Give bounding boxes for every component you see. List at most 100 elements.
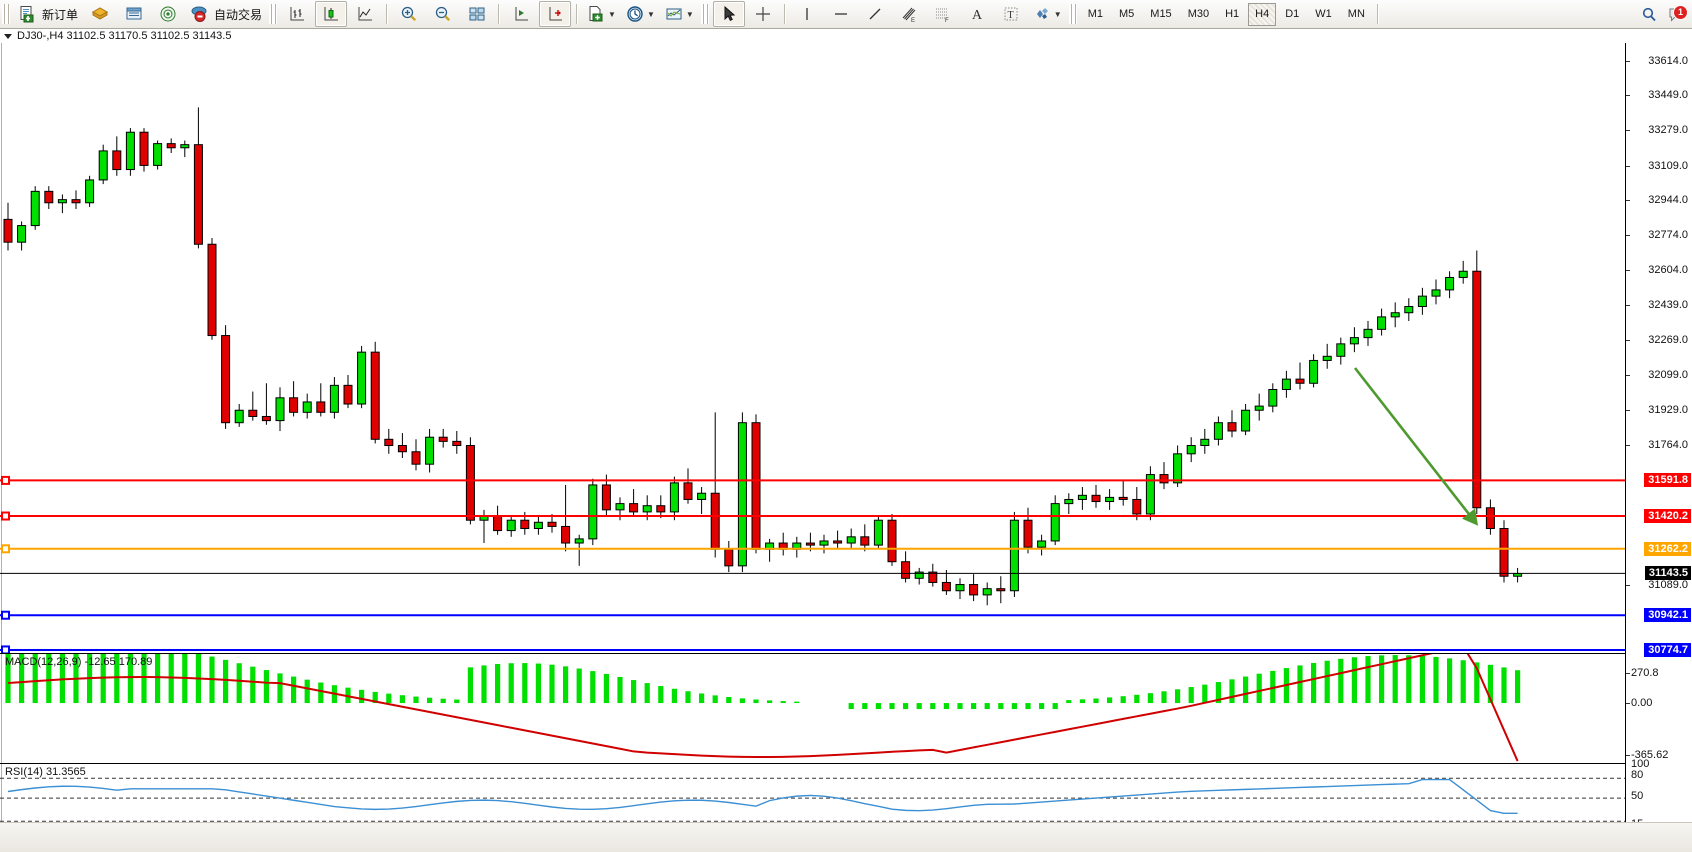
price-tick-label: 31089.0 [1648, 578, 1688, 591]
svg-text:T: T [1007, 10, 1013, 21]
price-tick-label: 33279.0 [1648, 124, 1688, 137]
price-level-tag-current-price[interactable]: 31143.5 [1644, 566, 1691, 581]
timeframe-grip[interactable] [1068, 4, 1077, 24]
price-plot[interactable] [0, 43, 1625, 653]
macd-series [5, 654, 1521, 762]
trendline-button[interactable] [859, 1, 891, 27]
macd-tick [1626, 755, 1630, 757]
templates-button[interactable]: ▼ [583, 1, 620, 27]
rsi-series [0, 777, 1625, 822]
scroll-end-button[interactable] [505, 1, 537, 27]
equidistant-channel-button[interactable]: E [893, 1, 925, 27]
timeframe-m15[interactable]: M15 [1150, 8, 1172, 20]
macd-pane[interactable]: MACD(12,26,9) -12.65 170.89 [0, 653, 1625, 764]
price-tick-label: 33449.0 [1648, 89, 1688, 102]
price-tick-label: 31929.0 [1648, 404, 1688, 417]
bar-chart-button[interactable] [281, 1, 313, 27]
timeframe-d1[interactable]: D1 [1285, 8, 1300, 20]
macd-tick [1626, 702, 1630, 704]
fibonacci-button[interactable]: F [927, 1, 959, 27]
price-level-tag-pivot[interactable]: 31262.2 [1644, 541, 1691, 556]
price-tick [1626, 584, 1630, 586]
chart-window[interactable]: DJ30-,H4 31102.5 31170.5 31102.5 31143.5… [0, 29, 1692, 852]
tile-windows-button[interactable] [461, 1, 493, 27]
shapes-button[interactable]: ▼ [1029, 1, 1066, 27]
chart-tools-grip[interactable] [269, 4, 278, 24]
search-icon[interactable] [1640, 6, 1658, 24]
toolbar-separator-3 [576, 4, 579, 24]
navigator-icon [159, 5, 177, 23]
macd-label: MACD(12,26,9) -12.65 170.89 [5, 656, 153, 668]
vertical-line-button[interactable] [791, 1, 823, 27]
price-tick [1626, 339, 1630, 341]
notification-badge: 1 [1673, 4, 1688, 20]
autotrading-icon [190, 5, 208, 23]
timeframe-m1[interactable]: M1 [1087, 8, 1103, 20]
candlestick-chart-button[interactable] [315, 1, 348, 27]
autotrading-button[interactable]: 自动交易 [186, 1, 266, 27]
timeframe-h4[interactable]: H4 [1248, 2, 1277, 26]
text-label-icon: T [1002, 5, 1020, 23]
draw-tools-grip[interactable] [700, 4, 709, 24]
equidistant-channel-icon: E [900, 5, 918, 23]
toolbar-grip[interactable] [2, 4, 10, 24]
line-chart-button[interactable] [349, 1, 381, 27]
crosshair-icon [754, 5, 772, 23]
indicators-button[interactable]: ▼ [661, 1, 698, 27]
bar-chart-icon [288, 5, 306, 23]
price-level-tag-support[interactable]: 30942.1 [1644, 608, 1691, 623]
symbol-info-bar: DJ30-,H4 31102.5 31170.5 31102.5 31143.5 [0, 29, 231, 43]
rsi-pane[interactable]: RSI(14) 31.3565 [0, 763, 1625, 834]
toolbar-separator-5 [1376, 4, 1379, 24]
toolbar-separator-4 [783, 4, 786, 24]
main-toolbar: 新订单 [0, 0, 1692, 29]
chart-left-border [0, 43, 3, 833]
macd-tick-label: 0.00 [1631, 696, 1653, 709]
period-button[interactable]: ▼ [622, 1, 659, 27]
line-chart-icon [356, 5, 374, 23]
timeframe-m5[interactable]: M5 [1119, 8, 1135, 20]
horizontal-line-button[interactable] [825, 1, 857, 27]
price-tick-label: 31764.0 [1648, 438, 1688, 451]
chart-shift-button[interactable] [539, 1, 572, 27]
text-button[interactable]: A [961, 1, 993, 27]
price-tick [1626, 410, 1630, 412]
cursor-icon [720, 5, 738, 23]
price-level-tag-resistance[interactable]: 31591.8 [1644, 473, 1691, 488]
text-label-button[interactable]: T [995, 1, 1027, 27]
zoom-out-icon [434, 5, 452, 23]
timeframe-h1[interactable]: H1 [1225, 8, 1240, 20]
svg-text:A: A [972, 8, 983, 23]
navigator-button[interactable] [152, 1, 184, 27]
macd-tick-label: 270.8 [1631, 666, 1659, 679]
price-tick [1626, 304, 1630, 306]
price-axis[interactable]: 33614.0 33449.0 33279.0 33109.0 32944.0 32774… [1625, 43, 1692, 838]
crosshair-button[interactable] [747, 1, 779, 27]
notification-icon[interactable]: 1 [1668, 4, 1688, 24]
zoom-in-button[interactable] [393, 1, 425, 27]
timeframe-w1[interactable]: W1 [1315, 8, 1332, 20]
price-tick-label: 32604.0 [1648, 264, 1688, 277]
rsi-label: RSI(14) 31.3565 [5, 766, 86, 778]
price-tick [1626, 199, 1630, 201]
templates-icon [587, 5, 605, 23]
zoom-in-icon [400, 5, 418, 23]
price-level-tag-support[interactable]: 30774.7 [1644, 642, 1691, 657]
price-level-tag-resistance[interactable]: 31420.2 [1644, 509, 1691, 524]
timeframe-mn[interactable]: MN [1347, 8, 1365, 20]
fibonacci-icon: F [934, 5, 952, 23]
zoom-out-button[interactable] [427, 1, 459, 27]
market-watch-button[interactable] [118, 1, 150, 27]
period-icon [626, 5, 644, 23]
svg-text:E: E [911, 18, 915, 23]
price-tick-label: 33614.0 [1648, 54, 1688, 67]
new-order-button[interactable]: 新订单 [14, 1, 82, 27]
expert-advisor-button[interactable] [84, 1, 116, 27]
new-order-icon [18, 5, 36, 23]
price-tick [1626, 95, 1630, 97]
chart-dropdown-caret-icon[interactable] [4, 33, 12, 39]
timeframe-m30[interactable]: M30 [1187, 8, 1210, 20]
price-tick [1626, 375, 1630, 377]
price-tick-label: 32774.0 [1648, 229, 1688, 242]
cursor-button[interactable] [712, 1, 745, 27]
